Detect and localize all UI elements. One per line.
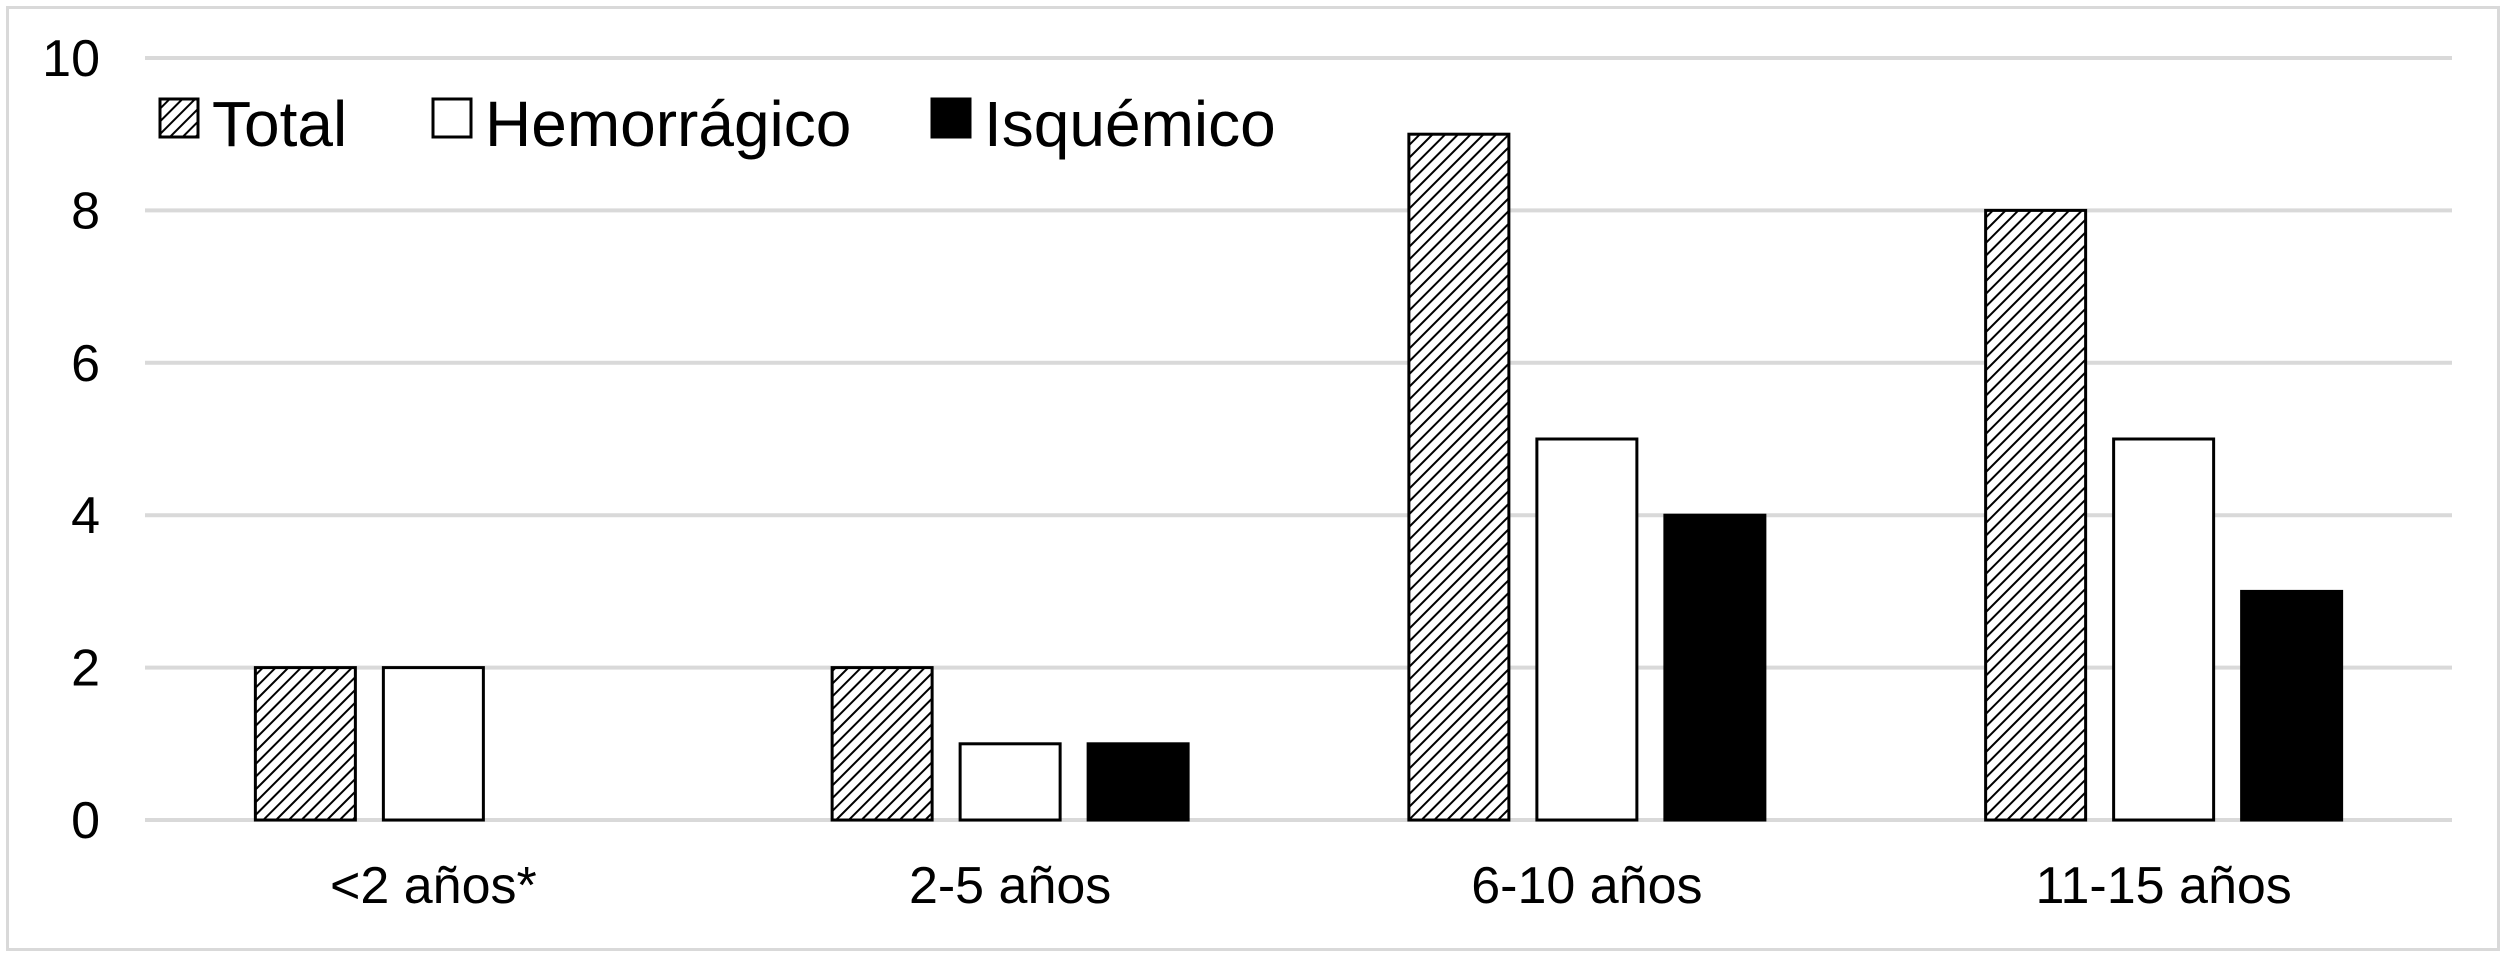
y-tick-label: 8: [71, 182, 100, 240]
bar-isquémico-1: [1086, 742, 1190, 822]
legend: Total Hemorrágico Isquémico: [158, 88, 1276, 160]
x-category-label: <2 años*: [330, 857, 537, 915]
bar-isquémico-2: [1663, 513, 1767, 822]
y-tick-label: 0: [71, 792, 100, 850]
bar-total-3: [1984, 208, 2088, 822]
bar-hemorrágico-1: [958, 742, 1062, 822]
legend-swatch: [158, 97, 200, 139]
bar-total-2: [1407, 132, 1511, 822]
y-tick-label: 6: [71, 335, 100, 393]
x-axis-labels: <2 años* 2-5 años 6-10 años 11-15 años: [330, 857, 2292, 915]
x-category-label: 2-5 años: [909, 857, 1111, 915]
y-tick-label: 10: [42, 30, 100, 88]
legend-swatch: [431, 97, 473, 139]
legend-label: Total: [212, 88, 347, 160]
bars: [253, 132, 2344, 822]
x-category-label: 6-10 años: [1471, 857, 1702, 915]
gridlines: [145, 56, 2452, 822]
y-tick-label: 4: [71, 487, 100, 545]
x-category-label: 11-15 años: [2035, 857, 2291, 915]
legend-swatch: [930, 97, 972, 139]
bar-hemorrágico-0: [381, 666, 485, 822]
bar-total-1: [830, 666, 934, 822]
legend-label: Hemorrágico: [485, 88, 851, 160]
legend-label: Isquémico: [984, 88, 1276, 160]
y-tick-label: 2: [71, 640, 100, 698]
bar-isquémico-3: [2240, 589, 2344, 822]
y-axis-ticks: 0 2 4 6 8 10: [42, 30, 100, 850]
bar-total-0: [253, 666, 357, 822]
bar-hemorrágico-3: [2112, 437, 2216, 822]
bar-hemorrágico-2: [1535, 437, 1639, 822]
